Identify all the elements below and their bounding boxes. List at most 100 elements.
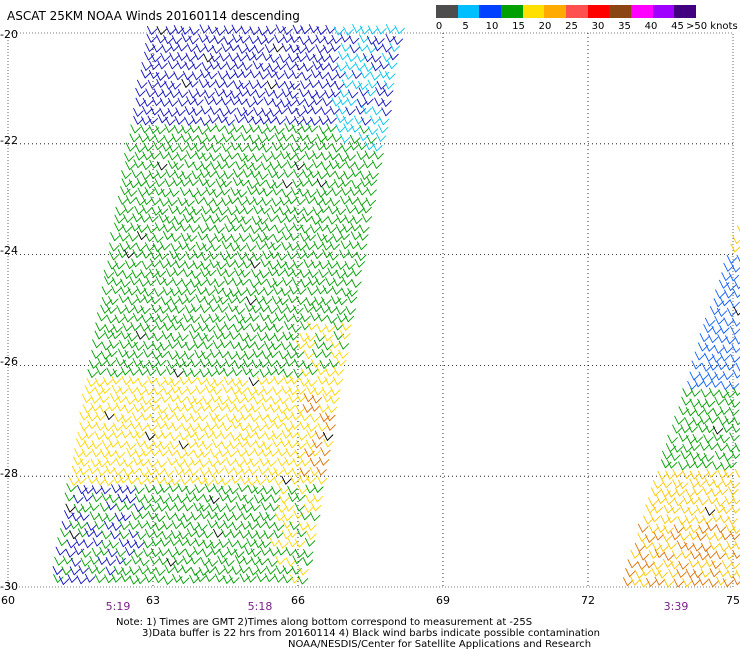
wind-barb: [670, 560, 681, 570]
wind-barb: [176, 450, 188, 459]
wind-barb: [375, 132, 387, 142]
wind-barb-shape: [162, 520, 173, 530]
wind-barb: [88, 502, 100, 512]
wind-barb-shape: [248, 233, 260, 243]
wind-barb: [105, 557, 117, 566]
colorbar-label: 35: [618, 21, 631, 32]
wind-barb-shape: [705, 531, 716, 541]
wind-barb-shape: [133, 503, 145, 513]
wind-barb-shape: [55, 546, 66, 556]
wind-barb-shape: [137, 519, 148, 529]
wind-barb: [204, 132, 216, 142]
wind-barb-shape: [123, 214, 134, 223]
wind-barb: [645, 504, 656, 514]
wind-barb: [195, 385, 206, 395]
wind-barb: [137, 422, 149, 431]
wind-barb: [262, 295, 273, 305]
wind-barb: [221, 422, 233, 432]
wind-barb-shape: [280, 341, 292, 351]
wind-barb-shape: [276, 251, 288, 261]
wind-barb: [707, 414, 719, 424]
wind-barb: [216, 260, 227, 270]
wind-barb-shape: [276, 546, 287, 556]
wind-barb: [193, 51, 205, 61]
wind-barb-shape: [216, 359, 227, 369]
wind-barb-shape: [387, 60, 398, 70]
wind-barb: [335, 223, 346, 233]
wind-barb: [159, 483, 170, 493]
wind-barb-shape: [194, 484, 205, 494]
wind-barb-shape: [331, 143, 343, 153]
wind-barb: [327, 71, 338, 81]
wind-barb: [726, 254, 738, 264]
wind-barb-shape: [670, 531, 681, 541]
wind-barb: [107, 548, 118, 558]
wind-barb-shape: [264, 573, 276, 583]
wind-barb: [223, 565, 234, 574]
wind-barb: [359, 69, 371, 79]
wind-barb-shape: [91, 448, 102, 458]
wind-barb: [213, 528, 224, 538]
wind-barb: [121, 413, 132, 423]
wind-barb: [247, 179, 259, 189]
wind-barb: [88, 465, 99, 475]
wind-barb: [209, 105, 221, 115]
wind-barb-shape: [284, 123, 295, 133]
wind-barb-shape: [224, 125, 235, 135]
wind-barb: [185, 485, 196, 495]
wind-barb: [207, 367, 218, 377]
wind-barb-shape: [171, 277, 183, 287]
wind-barb-shape: [94, 520, 105, 530]
wind-barb-shape: [222, 384, 233, 394]
wind-barb-shape: [637, 532, 648, 542]
wind-barb-shape: [257, 26, 269, 36]
wind-barb-shape: [259, 269, 270, 279]
note-line-3: NOAA/NESDIS/Center for Satellite Applica…: [288, 639, 592, 650]
wind-barb: [174, 304, 185, 314]
wind-barb-shape: [357, 42, 368, 52]
wind-barb-shape: [293, 206, 304, 216]
wind-barb: [255, 519, 267, 529]
wind-barb-shape: [310, 105, 322, 115]
wind-barb: [229, 330, 240, 340]
wind-barb: [338, 340, 350, 350]
wind-barb: [105, 512, 116, 522]
wind-barb: [262, 152, 273, 162]
wind-barb-shape: [189, 555, 201, 565]
wind-barb-shape: [288, 53, 299, 63]
wind-barb-shape: [657, 569, 668, 579]
wind-barb: [663, 524, 674, 534]
wind-barb: [181, 78, 192, 88]
wind-barb-shape: [277, 105, 288, 115]
wind-barb-shape: [385, 24, 397, 33]
wind-barb-shape: [332, 233, 343, 243]
wind-barb-shape: [704, 506, 716, 516]
wind-barb-shape: [174, 115, 185, 125]
wind-barb-shape: [366, 186, 377, 196]
wind-barb: [243, 160, 254, 170]
wind-barb-shape: [327, 215, 338, 225]
wind-barb: [260, 546, 271, 556]
wind-barb-shape: [118, 474, 130, 484]
wind-barb-shape: [134, 429, 146, 439]
wind-barb-shape: [318, 61, 330, 71]
wind-barb-shape: [180, 519, 191, 529]
wind-barb-shape: [223, 170, 234, 180]
wind-barb: [370, 53, 382, 63]
wind-barb-shape: [52, 566, 64, 575]
wind-barb: [276, 159, 288, 169]
wind-barb: [343, 313, 355, 323]
wind-barb-shape: [164, 214, 176, 224]
wind-barb: [277, 404, 288, 414]
wind-barb-shape: [111, 573, 122, 583]
wind-barb-shape: [242, 61, 253, 71]
wind-barb-shape: [157, 250, 169, 260]
wind-barb-shape: [125, 240, 137, 250]
wind-barb-shape: [672, 479, 683, 489]
wind-barb-shape: [346, 52, 358, 62]
wind-barb: [364, 141, 376, 151]
wind-barb-shape: [694, 351, 706, 361]
wind-barb: [146, 520, 157, 530]
wind-barb-shape: [638, 523, 649, 533]
wind-barb-shape: [667, 434, 678, 444]
